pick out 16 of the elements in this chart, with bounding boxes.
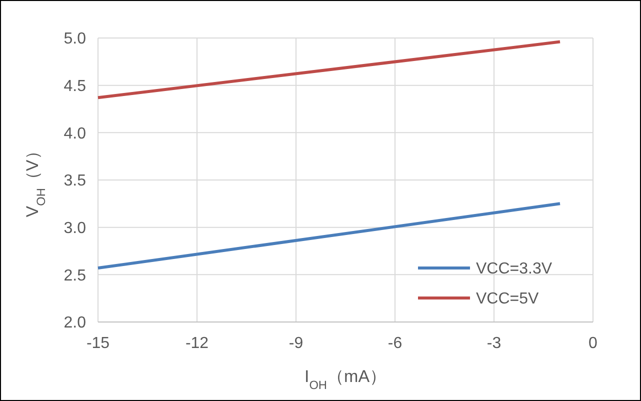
x-tick-label: -12 xyxy=(185,335,209,352)
y-tick-label: 2.0 xyxy=(64,314,86,332)
x-tick-label: -3 xyxy=(486,335,502,352)
y-tick-label: 4.0 xyxy=(64,125,86,142)
x-tick-label: -6 xyxy=(388,335,402,352)
x-tick-label: 0 xyxy=(588,335,598,352)
y-tick-label: 4.5 xyxy=(64,78,86,95)
x-tick-label: -9 xyxy=(288,335,304,352)
legend-label: VCC=3.3V xyxy=(476,260,552,278)
y-tick-label: 2.5 xyxy=(64,267,86,284)
x-tick-label: -15 xyxy=(86,335,110,352)
y-tick-label: 5.0 xyxy=(64,30,86,48)
y-tick-label: 3.5 xyxy=(64,172,86,190)
x-axis-title: I$_{OH}$（mA） xyxy=(304,367,387,392)
legend-label: VCC=5V xyxy=(476,290,540,308)
y-tick-label: 3.0 xyxy=(64,220,86,237)
